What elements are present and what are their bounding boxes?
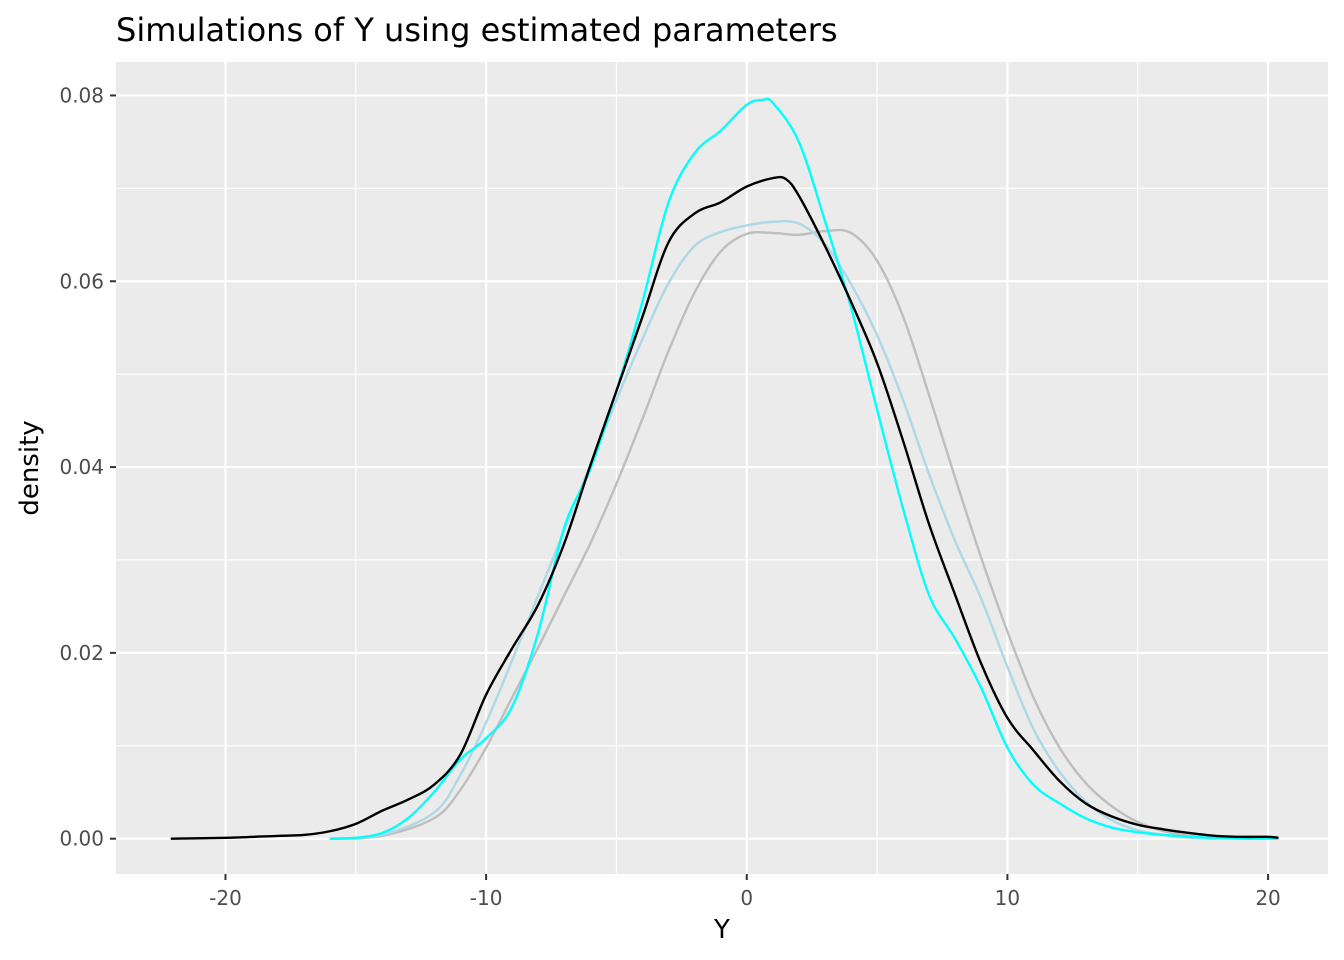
y-tick-label: 0.08	[59, 83, 104, 107]
y-axis-title: density	[15, 420, 45, 515]
x-tick-label: -20	[209, 886, 242, 910]
chart-title: Simulations of Y using estimated paramet…	[116, 11, 838, 49]
y-tick-label: 0.06	[59, 269, 104, 293]
y-tick-label: 0.02	[59, 641, 104, 665]
density-series	[170, 97, 1279, 840]
x-axis: -20 -10 0 10 20	[209, 874, 1281, 910]
y-axis: 0.00 0.02 0.04 0.06 0.08	[59, 83, 116, 851]
density-line-2	[329, 220, 1216, 840]
x-tick-label: 20	[1255, 886, 1280, 910]
y-tick-label: 0.04	[59, 455, 104, 479]
x-axis-title: Y	[713, 915, 730, 945]
x-tick-label: 10	[995, 886, 1020, 910]
y-tick-label: 0.00	[59, 827, 104, 851]
x-tick-label: -10	[470, 886, 503, 910]
density-line-4	[170, 175, 1279, 840]
x-tick-label: 0	[740, 886, 753, 910]
density-line-3	[329, 97, 1279, 840]
